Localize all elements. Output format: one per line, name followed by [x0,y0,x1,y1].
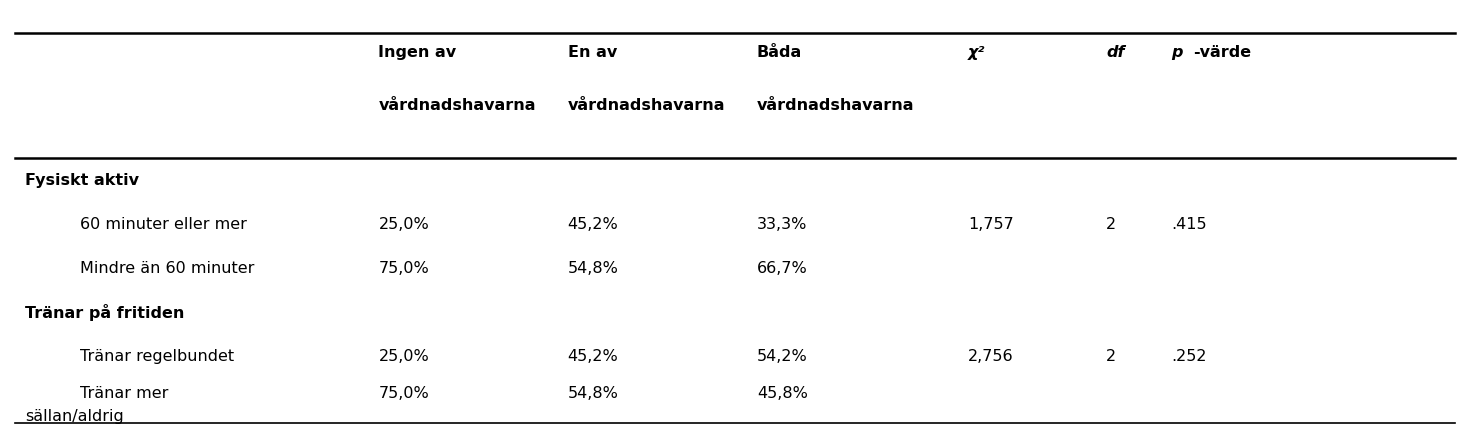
Text: sällan/aldrig: sällan/aldrig [25,408,123,424]
Text: 2: 2 [1105,350,1116,365]
Text: 75,0%: 75,0% [378,261,429,276]
Text: 75,0%: 75,0% [378,385,429,400]
Text: .415: .415 [1172,217,1207,232]
Text: Mindre än 60 minuter: Mindre än 60 minuter [79,261,254,276]
Text: .252: .252 [1172,350,1207,365]
Text: Ingen av: Ingen av [378,45,457,60]
Text: 25,0%: 25,0% [378,217,429,232]
Text: p: p [1172,45,1183,60]
Text: 45,2%: 45,2% [567,217,619,232]
Text: 54,2%: 54,2% [757,350,807,365]
Text: vårdnadshavarna: vårdnadshavarna [567,98,725,113]
Text: χ²: χ² [967,45,985,60]
Text: 2,756: 2,756 [967,350,1013,365]
Text: 25,0%: 25,0% [378,350,429,365]
Text: -värde: -värde [1192,45,1251,60]
Text: Tränar regelbundet: Tränar regelbundet [79,350,234,365]
Text: 54,8%: 54,8% [567,261,619,276]
Text: df: df [1105,45,1125,60]
Text: 60 minuter eller mer: 60 minuter eller mer [79,217,247,232]
Text: vårdnadshavarna: vårdnadshavarna [757,98,914,113]
Text: 1,757: 1,757 [967,217,1014,232]
Text: Fysiskt aktiv: Fysiskt aktiv [25,172,138,187]
Text: vårdnadshavarna: vårdnadshavarna [378,98,537,113]
Text: 2: 2 [1105,217,1116,232]
Text: Tränar på fritiden: Tränar på fritiden [25,304,184,321]
Text: 45,2%: 45,2% [567,350,619,365]
Text: 54,8%: 54,8% [567,385,619,400]
Text: 45,8%: 45,8% [757,385,807,400]
Text: Tränar mer: Tränar mer [79,385,169,400]
Text: En av: En av [567,45,617,60]
Text: 33,3%: 33,3% [757,217,807,232]
Text: 66,7%: 66,7% [757,261,807,276]
Text: Båda: Båda [757,45,803,60]
